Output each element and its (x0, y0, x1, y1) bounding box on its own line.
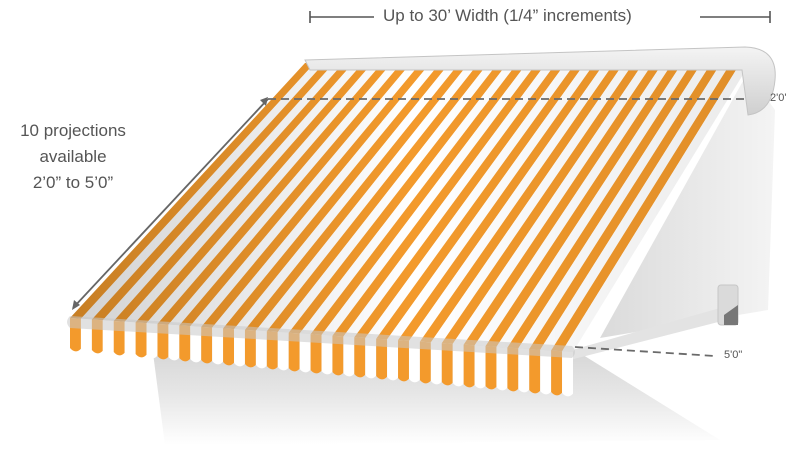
valance-stripe (496, 346, 508, 391)
valance-stripe (507, 347, 519, 392)
valance-stripe (452, 343, 464, 387)
projection-arrow (72, 97, 269, 310)
valance-stripe (365, 337, 377, 379)
width-annotation: Up to 30’ Width (1/4” increments) (383, 6, 632, 25)
valance-stripe (343, 336, 355, 377)
valance-stripe (244, 329, 256, 368)
valance-stripe (463, 344, 475, 388)
valance-stripe (485, 346, 497, 390)
valance-stripe (376, 338, 388, 380)
valance-stripe (288, 332, 300, 372)
valance-stripe (419, 341, 431, 384)
support-arm (565, 308, 726, 360)
dashed-leader-bottom (574, 346, 716, 357)
valance-stripe (332, 335, 344, 376)
valance-stripe (321, 335, 333, 375)
valance-stripe (430, 342, 442, 385)
valance-stripe (518, 348, 530, 393)
valance-stripe (562, 351, 573, 397)
valance-stripe (529, 349, 541, 394)
valance-stripe (474, 345, 486, 389)
valance-stripe (387, 339, 399, 381)
top-cassette (304, 46, 776, 116)
valance-stripe (299, 333, 311, 373)
width-dimension-line (309, 11, 771, 23)
valance-stripe (398, 340, 409, 382)
valance-stripe (408, 340, 420, 383)
valance-stripe (277, 332, 289, 371)
valance-stripe (354, 337, 366, 378)
valance-stripe (441, 343, 453, 386)
valance-stripe (551, 350, 563, 396)
canopy-shading (70, 55, 755, 352)
valance-stripe (234, 329, 245, 367)
valance-stripe (540, 349, 552, 395)
valance-stripe (255, 330, 267, 369)
valance-stripe (310, 334, 322, 374)
roller-tube (67, 316, 575, 358)
max-projection-label: 5'0" (724, 349, 743, 361)
wall-shadow (600, 72, 775, 338)
projection-line-1: 10 projections (20, 121, 126, 140)
valance-stripe (266, 331, 278, 370)
projection-line-3: 2’0” to 5’0” (32, 173, 114, 192)
projection-annotation: 10 projections available 2’0” to 5’0” (2, 118, 144, 196)
wall-bracket-shade (724, 305, 738, 325)
min-projection-label: 2'0' (770, 92, 787, 104)
projection-line-2: available (39, 147, 107, 166)
